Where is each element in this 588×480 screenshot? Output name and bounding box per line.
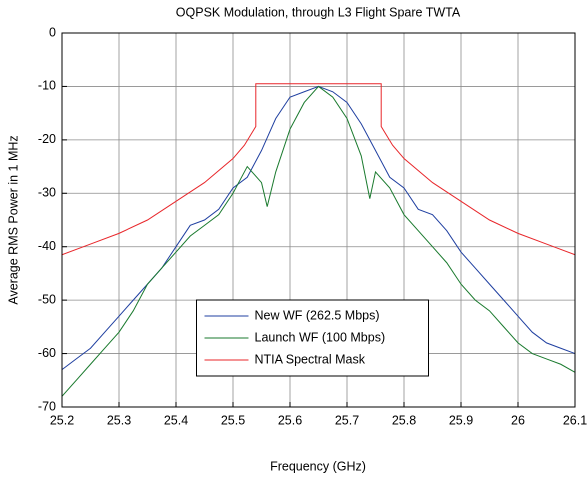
x-tick-label: 25.9 xyxy=(449,413,473,427)
legend: New WF (262.5 Mbps) Launch WF (100 Mbps) N… xyxy=(196,299,429,377)
y-tick-label: -40 xyxy=(38,239,56,253)
y-tick-label: -70 xyxy=(38,399,56,413)
y-tick-label: 0 xyxy=(49,25,56,39)
x-tick-label: 26 xyxy=(511,413,525,427)
y-tick-label: -10 xyxy=(38,79,56,93)
x-tick-label: 25.2 xyxy=(50,413,74,427)
y-tick-label: -30 xyxy=(38,186,56,200)
y-tick-label: -20 xyxy=(38,132,56,146)
x-tick-label: 25.6 xyxy=(278,413,302,427)
x-tick-label: 25.5 xyxy=(221,413,245,427)
x-tick-label: 25.3 xyxy=(107,413,131,427)
x-tick-label: 26.1 xyxy=(563,413,587,427)
series-line xyxy=(61,85,576,397)
legend-label: NTIA Spectral Mask xyxy=(255,352,366,366)
x-tick-label: 25.7 xyxy=(335,413,359,427)
y-tick-label: -50 xyxy=(38,292,56,306)
chart-title: OQPSK Modulation, through L3 Flight Spar… xyxy=(176,5,461,19)
x-tick-label: 25.8 xyxy=(392,413,416,427)
y-tick-label: -60 xyxy=(38,346,56,360)
legend-label: Launch WF (100 Mbps) xyxy=(255,330,386,344)
x-tick-label: 25.4 xyxy=(164,413,188,427)
series-line xyxy=(61,83,576,256)
x-axis-label: Frequency (GHz) xyxy=(270,459,366,473)
legend-label: New WF (262.5 Mbps) xyxy=(255,308,380,322)
y-axis-label: Average RMS Power in 1 MHz xyxy=(6,135,20,304)
plot-frame xyxy=(61,32,576,408)
